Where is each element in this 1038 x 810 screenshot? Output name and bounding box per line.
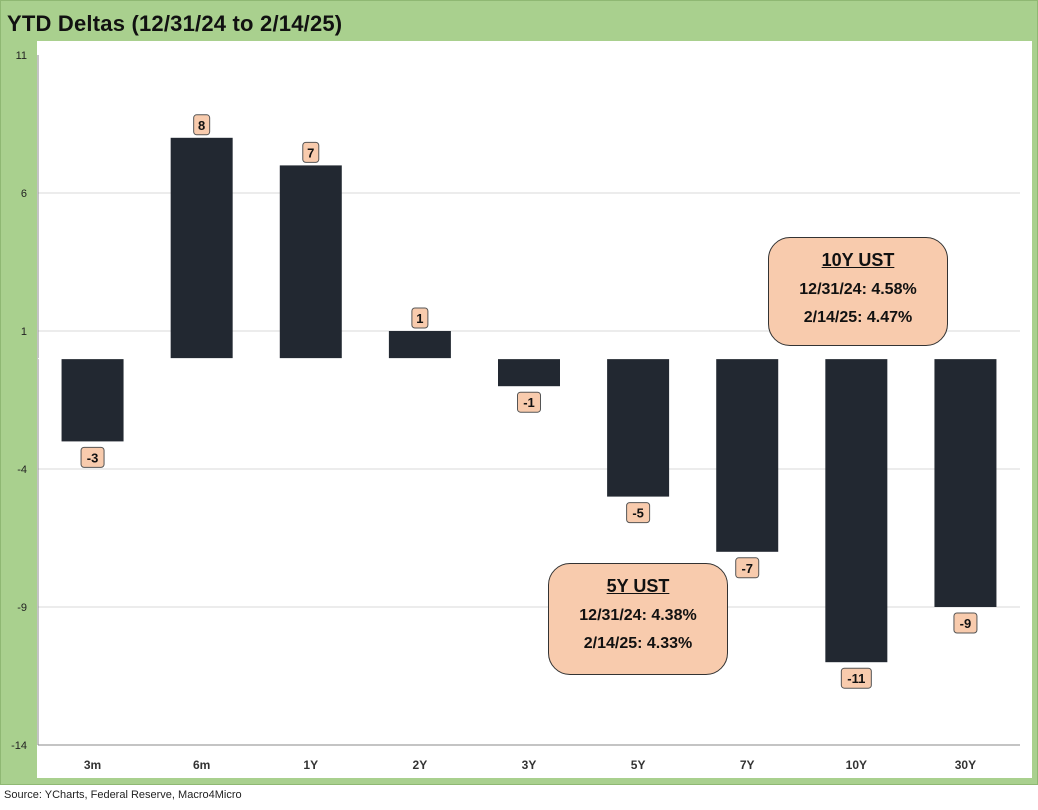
x-tick-label: 5Y bbox=[631, 758, 646, 772]
x-tick-label: 1Y bbox=[303, 758, 318, 772]
data-label: 7 bbox=[307, 145, 314, 160]
data-label: 1 bbox=[416, 311, 423, 326]
data-label-box bbox=[735, 557, 760, 579]
data-label-box bbox=[517, 391, 541, 413]
data-label-box bbox=[411, 307, 429, 329]
data-label: -1 bbox=[523, 395, 535, 410]
bar-6m bbox=[170, 137, 233, 359]
bar-5Y bbox=[607, 358, 670, 497]
data-label-box bbox=[626, 502, 651, 524]
bar-30Y bbox=[934, 358, 997, 607]
bar-2Y bbox=[388, 331, 451, 359]
x-tick-label: 30Y bbox=[955, 758, 976, 772]
data-label-box bbox=[953, 612, 978, 634]
bar-7Y bbox=[716, 358, 779, 552]
data-label-box bbox=[193, 114, 211, 136]
y-tick-label: -9 bbox=[17, 602, 27, 614]
x-tick-label: 3Y bbox=[522, 758, 537, 772]
data-label: -11 bbox=[847, 671, 865, 686]
callout-5y-end-yield: 2/14/25: 4.33% bbox=[583, 635, 693, 652]
y-tick-label: 6 bbox=[21, 188, 27, 200]
x-tick-label: 10Y bbox=[846, 758, 867, 772]
chart-title: YTD Deltas (12/31/24 to 2/14/25) bbox=[7, 11, 343, 36]
bar-3m bbox=[61, 358, 124, 442]
callout-5y-start-yield: 12/31/24: 4.38% bbox=[579, 607, 697, 624]
bar-3Y bbox=[498, 358, 560, 387]
x-tick-label: 2Y bbox=[413, 758, 428, 772]
callout-5y-ust: 5Y UST 12/31/24: 4.38% 2/14/25: 4.33% bbox=[548, 563, 728, 675]
data-label: -5 bbox=[632, 506, 644, 521]
bar-1Y bbox=[279, 165, 342, 359]
data-label-box bbox=[80, 446, 105, 468]
callout-10y-title: 10Y UST bbox=[821, 250, 895, 270]
data-label: -9 bbox=[960, 616, 972, 631]
data-label: -7 bbox=[741, 561, 753, 576]
source-note: Source: YCharts, Federal Reserve, Macro4… bbox=[4, 789, 242, 801]
callout-10y-ust: 10Y UST 12/31/24: 4.58% 2/14/25: 4.47% bbox=[768, 237, 948, 346]
data-label-box bbox=[840, 667, 872, 689]
data-label: -3 bbox=[87, 450, 99, 465]
callout-10y-start-yield: 12/31/24: 4.58% bbox=[799, 281, 917, 298]
y-tick-label: -4 bbox=[17, 464, 27, 476]
x-tick-label: 7Y bbox=[740, 758, 755, 772]
data-label: 8 bbox=[198, 118, 205, 133]
callout-5y-title: 5Y UST bbox=[606, 576, 670, 596]
y-tick-label: 1 bbox=[21, 326, 27, 338]
callout-10y-end-yield: 2/14/25: 4.47% bbox=[803, 309, 913, 326]
y-tick-label: -14 bbox=[11, 740, 27, 752]
data-label-box bbox=[302, 141, 320, 163]
bar-10Y bbox=[825, 358, 888, 663]
x-tick-label: 3m bbox=[84, 758, 101, 772]
x-tick-label: 6m bbox=[193, 758, 210, 772]
y-tick-label: 11 bbox=[16, 50, 27, 62]
